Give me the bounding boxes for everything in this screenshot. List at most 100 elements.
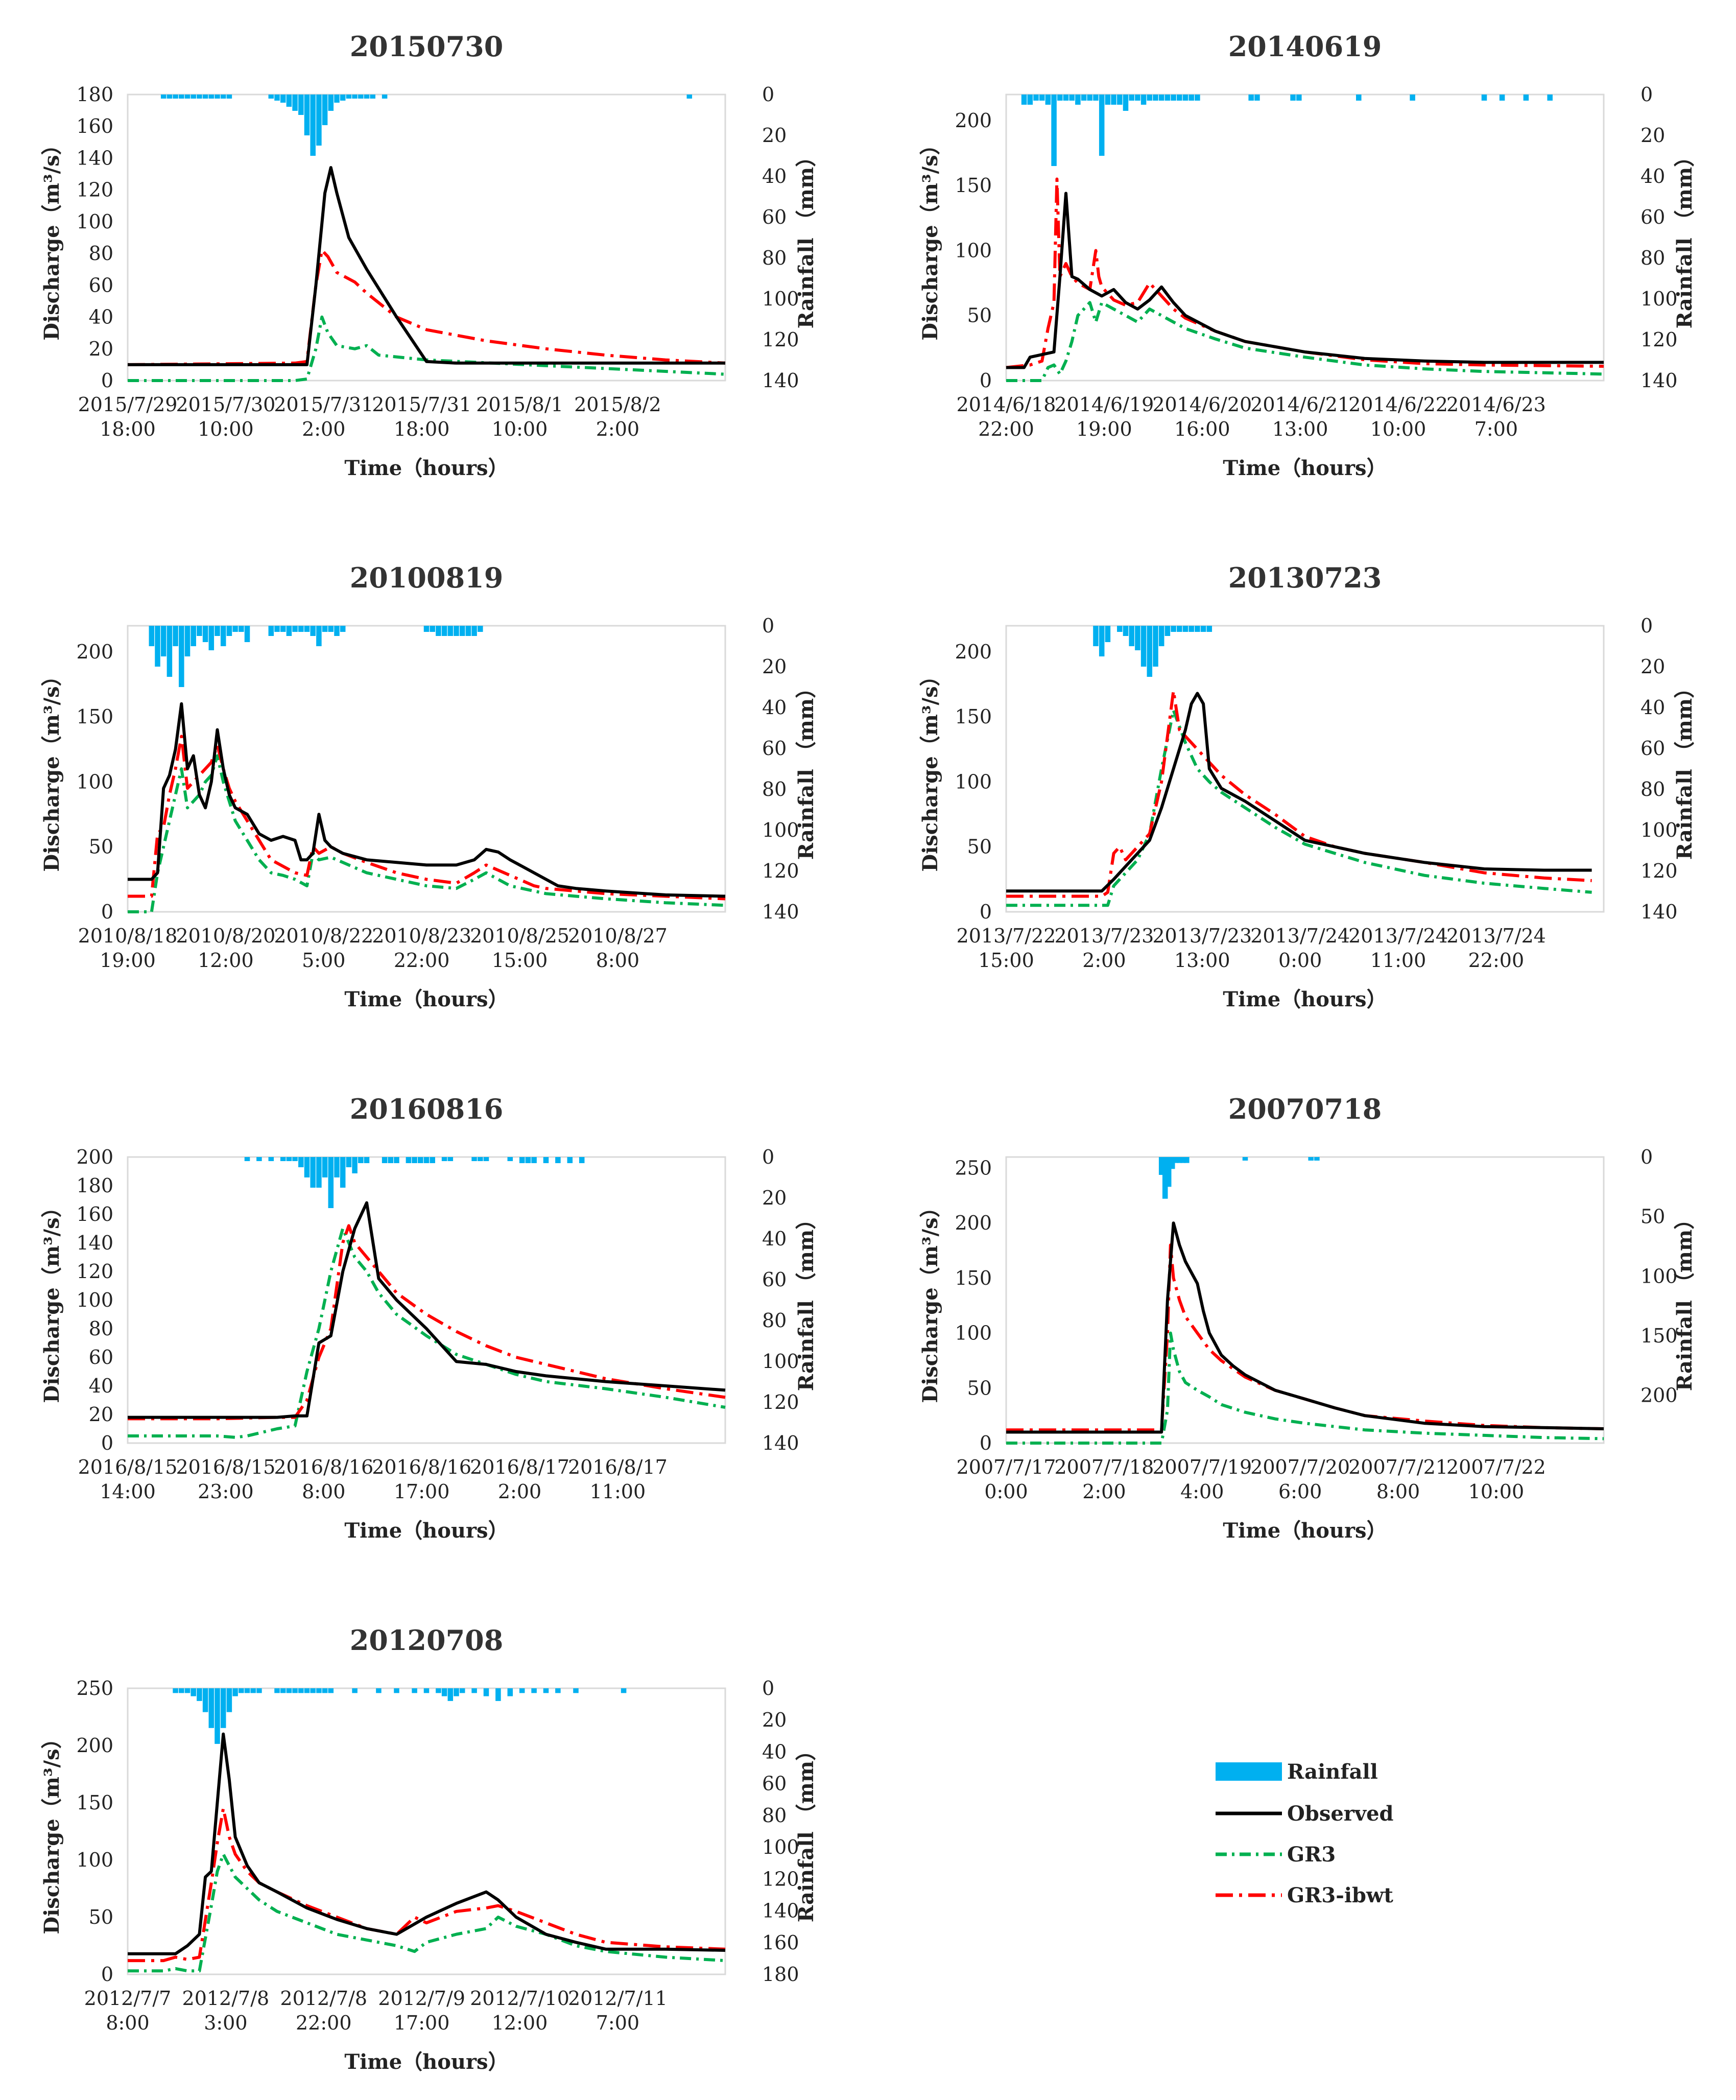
gr3-ibwt-line	[1006, 177, 1604, 369]
x-tick-label: 2014/6/18 22:00	[957, 393, 1056, 440]
x-tick-label: 2007/7/17 0:00	[957, 1456, 1056, 1503]
y2-tick-label: 200	[1640, 1384, 1678, 1407]
y-tick-label: 50	[89, 1906, 113, 1928]
x-tick-label: 2014/6/19 19:00	[1054, 393, 1154, 440]
rainfall-bar	[483, 1157, 489, 1161]
x-tick-label: 2007/7/20 6:00	[1250, 1456, 1350, 1503]
x-tick-label: 2013/7/24 22:00	[1446, 925, 1546, 972]
y2-tick-label: 0	[762, 615, 774, 637]
y-tick-label: 140	[76, 1232, 113, 1254]
rainfall-bar	[441, 626, 447, 636]
rainfall-bar	[1099, 95, 1105, 156]
gr3-ibwt-line	[1006, 1243, 1604, 1432]
y-tick-label: 100	[955, 239, 992, 262]
y-tick-label: 200	[76, 1734, 113, 1757]
rainfall-bar	[268, 626, 274, 636]
x-tick-label: 2007/7/22 10:00	[1446, 1456, 1546, 1503]
rainfall-bar	[191, 626, 196, 646]
y-axis-label: Discharge（m³/s）	[40, 134, 64, 340]
rainfall-bar	[334, 626, 340, 636]
y2-tick-label: 0	[762, 1146, 774, 1168]
rainfall-bar	[239, 626, 244, 632]
y2-tick-label: 0	[762, 83, 774, 106]
x-tick-label: 2016/8/17 2:00	[470, 1456, 569, 1503]
rainfall-bar	[441, 1688, 447, 1696]
y-tick-label: 60	[89, 1346, 113, 1368]
y2-tick-label: 80	[1640, 778, 1665, 800]
rainfall-bar	[250, 1688, 256, 1693]
chart-title: 20140619	[1228, 30, 1382, 63]
x-axis-label: Time（hours）	[344, 2050, 508, 2074]
y-tick-label: 80	[89, 242, 113, 265]
rainfall-bar	[292, 626, 298, 632]
rainfall-bar	[1180, 1157, 1186, 1163]
rainfall-bar	[184, 95, 191, 99]
rainfall-bar	[454, 626, 459, 636]
gr3-ibwt-line	[1006, 689, 1592, 898]
rainfall-bar	[220, 95, 226, 99]
gr3-line	[128, 1852, 726, 1973]
rainfall-bar	[322, 1157, 328, 1177]
rainfall-bar	[1147, 626, 1153, 677]
x-tick-label: 2014/6/21 13:00	[1250, 393, 1350, 440]
y2-tick-label: 140	[762, 1900, 799, 1922]
rainfall-bar	[1158, 626, 1164, 646]
rainfall-bar	[531, 1688, 537, 1693]
y2-tick-label: 20	[1640, 655, 1665, 678]
rainfall-bar	[256, 1688, 262, 1693]
x-tick-label: 2015/7/31 18:00	[372, 393, 471, 440]
legend: Rainfall Observed GR3 GR3-ibwt	[1216, 1760, 1394, 1907]
y2-tick-label: 80	[762, 247, 787, 269]
plot-area	[127, 625, 726, 913]
rainfall-bar	[447, 1157, 454, 1161]
y2-tick-label: 100	[1640, 288, 1678, 310]
y2-tick-label: 20	[762, 1709, 787, 1731]
plot-area	[1005, 1156, 1605, 1444]
y2-tick-label: 140	[1640, 901, 1678, 923]
plot-area	[1005, 625, 1605, 913]
rainfall-bar	[226, 95, 232, 99]
rainfall-bar	[1162, 1157, 1168, 1199]
rainfall-bar	[1105, 95, 1111, 105]
y2-tick-label: 60	[762, 206, 787, 228]
gr3-line	[128, 1227, 726, 1439]
rainfall-bar	[316, 626, 322, 646]
y2-tick-label: 120	[1640, 860, 1678, 882]
rainfall-bar	[423, 626, 430, 632]
rainfall-bar	[1290, 95, 1296, 101]
legend-rainfall-swatch	[1216, 1762, 1282, 1781]
y-tick-label: 200	[955, 1212, 992, 1234]
y-tick-label: 0	[101, 369, 113, 392]
y2-tick-label: 60	[1640, 206, 1665, 228]
y2-tick-label: 80	[762, 1309, 787, 1332]
y-tick-label: 100	[76, 770, 113, 793]
rainfall-bar	[310, 95, 316, 156]
y-tick-label: 40	[89, 1375, 113, 1397]
rainfall-bar	[322, 1688, 328, 1693]
rainfall-bar	[412, 1688, 417, 1693]
rainfall-bar	[286, 626, 292, 636]
legend-observed-label: Observed	[1287, 1802, 1394, 1826]
rainfall-bar	[1200, 626, 1206, 632]
x-tick-label: 2013/7/23 2:00	[1054, 925, 1154, 972]
x-tick-label: 2016/8/16 8:00	[274, 1456, 373, 1503]
x-axis-label: Time（hours）	[1223, 456, 1387, 480]
x-tick-label: 2014/6/23 7:00	[1446, 393, 1546, 440]
y2-tick-label: 20	[762, 1187, 787, 1209]
rainfall-bar	[352, 95, 358, 99]
rainfall-bar	[215, 626, 220, 636]
rainfall-bar	[1129, 95, 1134, 101]
rainfall-bar	[1069, 95, 1075, 101]
x-tick-label: 2012/7/8 3:00	[182, 1987, 270, 2034]
rainfall-bar	[382, 95, 388, 99]
y2-axis-label: Rainfall （mm）	[794, 1209, 818, 1391]
y2-tick-label: 120	[762, 860, 799, 882]
rainfall-bar	[1153, 95, 1158, 101]
rainfall-bar	[179, 1688, 184, 1693]
observed-line	[128, 1732, 726, 1955]
rainfall-bar	[1158, 1157, 1164, 1175]
rainfall-bar	[1499, 95, 1505, 101]
rainfall-bar	[1547, 95, 1553, 101]
rainfall-bar	[1481, 95, 1487, 101]
y-tick-label: 0	[980, 1432, 992, 1454]
